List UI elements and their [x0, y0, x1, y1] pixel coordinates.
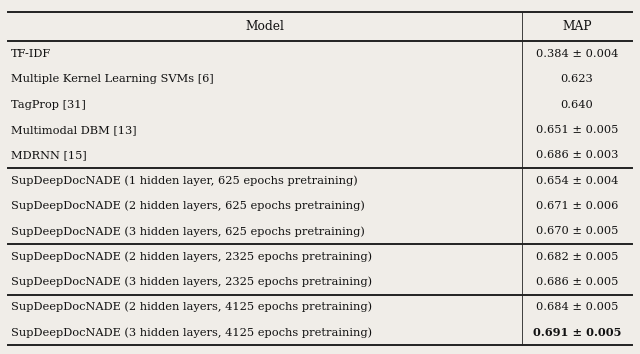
Text: SupDeepDocNADE (3 hidden layers, 2325 epochs pretraining): SupDeepDocNADE (3 hidden layers, 2325 ep…: [11, 276, 372, 287]
Text: 0.671 ± 0.006: 0.671 ± 0.006: [536, 201, 618, 211]
Text: TF-IDF: TF-IDF: [11, 49, 51, 59]
Text: MDRNN [15]: MDRNN [15]: [11, 150, 86, 160]
Text: 0.654 ± 0.004: 0.654 ± 0.004: [536, 176, 618, 185]
Text: SupDeepDocNADE (2 hidden layers, 2325 epochs pretraining): SupDeepDocNADE (2 hidden layers, 2325 ep…: [11, 251, 372, 262]
Text: SupDeepDocNADE (1 hidden layer, 625 epochs pretraining): SupDeepDocNADE (1 hidden layer, 625 epoc…: [11, 175, 358, 186]
Text: SupDeepDocNADE (2 hidden layers, 4125 epochs pretraining): SupDeepDocNADE (2 hidden layers, 4125 ep…: [11, 302, 372, 313]
Text: SupDeepDocNADE (3 hidden layers, 625 epochs pretraining): SupDeepDocNADE (3 hidden layers, 625 epo…: [11, 226, 365, 236]
Text: Model: Model: [245, 21, 284, 33]
Text: 0.686 ± 0.005: 0.686 ± 0.005: [536, 277, 618, 287]
Text: TagProp [31]: TagProp [31]: [11, 100, 86, 110]
Text: 0.686 ± 0.003: 0.686 ± 0.003: [536, 150, 618, 160]
Text: SupDeepDocNADE (2 hidden layers, 625 epochs pretraining): SupDeepDocNADE (2 hidden layers, 625 epo…: [11, 201, 365, 211]
Text: 0.691 ± 0.005: 0.691 ± 0.005: [532, 327, 621, 338]
Text: Multiple Kernel Learning SVMs [6]: Multiple Kernel Learning SVMs [6]: [11, 74, 214, 84]
Text: SupDeepDocNADE (3 hidden layers, 4125 epochs pretraining): SupDeepDocNADE (3 hidden layers, 4125 ep…: [11, 327, 372, 338]
Text: 0.670 ± 0.005: 0.670 ± 0.005: [536, 226, 618, 236]
Text: 0.384 ± 0.004: 0.384 ± 0.004: [536, 49, 618, 59]
Text: Multimodal DBM [13]: Multimodal DBM [13]: [11, 125, 136, 135]
Text: MAP: MAP: [562, 21, 592, 33]
Text: 0.640: 0.640: [561, 100, 593, 110]
Text: 0.623: 0.623: [561, 74, 593, 84]
Text: 0.682 ± 0.005: 0.682 ± 0.005: [536, 252, 618, 262]
Text: 0.684 ± 0.005: 0.684 ± 0.005: [536, 302, 618, 312]
Text: 0.651 ± 0.005: 0.651 ± 0.005: [536, 125, 618, 135]
